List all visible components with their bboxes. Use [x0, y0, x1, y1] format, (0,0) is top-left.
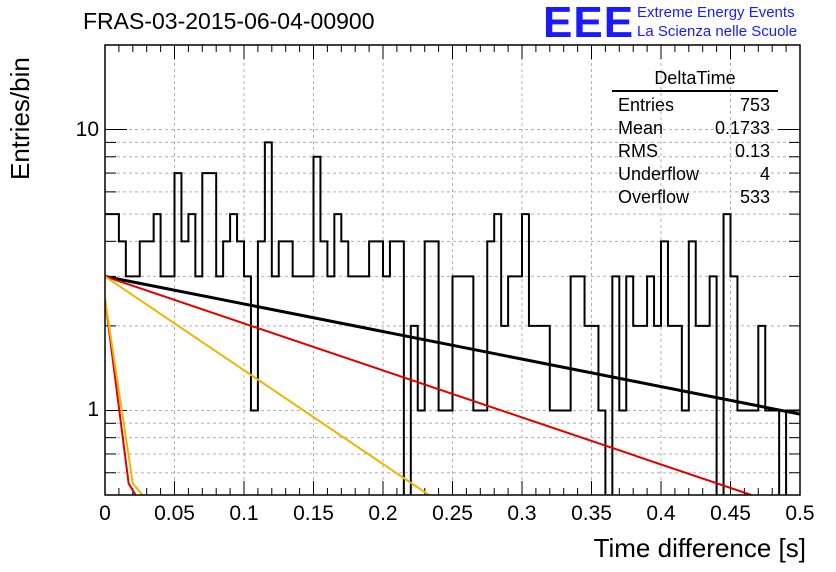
x-tick-label: 0.45 [710, 502, 751, 525]
logo-caption-line1: Extreme Energy Events [637, 4, 795, 21]
x-tick-label: 0.15 [293, 502, 334, 525]
y-tick-label: 1 [87, 398, 99, 422]
fit-curve [105, 274, 800, 416]
fit-curve [105, 298, 137, 495]
stats-row-overflow: Overflow 533 [612, 186, 778, 209]
stats-label: Overflow [618, 187, 690, 207]
x-tick-label: 0.05 [154, 502, 195, 525]
x-tick-label: 0.3 [507, 502, 537, 525]
plot-frame [104, 44, 801, 496]
stats-value: 533 [739, 187, 770, 207]
stats-label: RMS [618, 141, 658, 161]
x-tick-label: 0.2 [368, 502, 398, 525]
x-tick-label: 0.35 [571, 502, 612, 525]
eee-logo: EEE [543, 0, 635, 47]
stats-value: 0.13 [734, 141, 770, 161]
stats-title: DeltaTime [612, 68, 778, 92]
stats-label: Underflow [618, 164, 700, 184]
x-tick-label: 0.25 [432, 502, 473, 525]
stats-row-mean: Mean 0.1733 [612, 117, 778, 140]
stats-value: 0.1733 [714, 118, 770, 138]
y-axis-label: Entries/bin [5, 57, 35, 180]
stats-row-underflow: Underflow 4 [612, 163, 778, 186]
plot-title: FRAS-03-2015-06-04-00900 [83, 8, 375, 34]
logo-caption-line2: La Scienza nelle Scuole [637, 23, 798, 40]
stats-label: Entries [618, 95, 675, 115]
fit-curve [105, 275, 430, 495]
x-tick-label: 0.4 [646, 502, 676, 525]
stats-row-entries: Entries 753 [612, 94, 778, 117]
y-tick-label: 10 [75, 117, 99, 141]
x-tick-label: 0 [99, 502, 111, 525]
stats-box: DeltaTime Entries 753 Mean 0.1733 RMS 0.… [612, 68, 778, 209]
x-axis-label: Time difference [s] [593, 533, 806, 563]
x-tick-label: 0.1 [229, 502, 259, 525]
stats-row-rms: RMS 0.13 [612, 140, 778, 163]
stats-label: Mean [618, 118, 664, 138]
stats-value: 753 [739, 95, 770, 115]
stats-value: 4 [759, 164, 770, 184]
fit-curve [105, 298, 144, 495]
fit-curve [105, 275, 752, 495]
histogram-series [105, 141, 800, 495]
x-tick-label: 0.5 [785, 502, 815, 525]
